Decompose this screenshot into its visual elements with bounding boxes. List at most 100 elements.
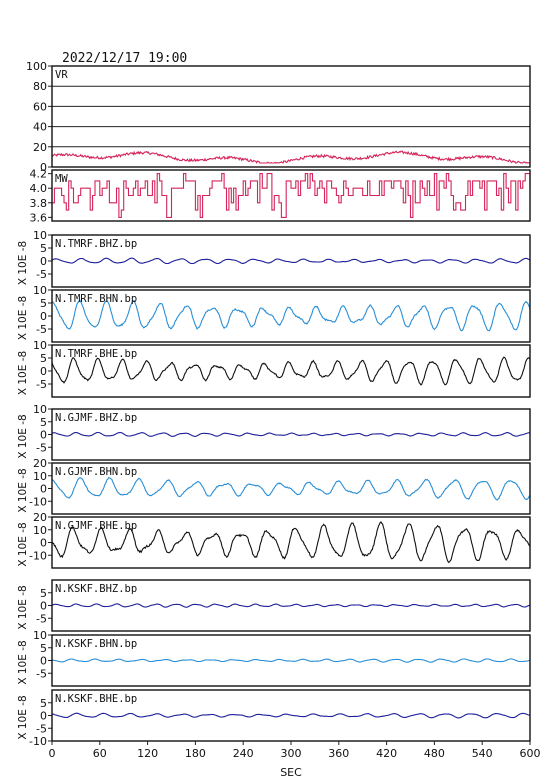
- y-tick-label: 5: [40, 642, 47, 655]
- y-tick-label: 0: [40, 161, 47, 174]
- y-tick-label: -10: [29, 549, 47, 562]
- x-tick-label: 600: [520, 747, 541, 760]
- panel-frame: [51, 234, 531, 288]
- y-tick-label: 10: [33, 339, 47, 352]
- y-tick-label: 80: [33, 80, 47, 93]
- y-tick-label: 0: [40, 655, 47, 668]
- panel-frame: [51, 579, 531, 632]
- panel-frame: [51, 344, 531, 398]
- y-tick-label: 5: [40, 297, 47, 310]
- y-tick-label: 10: [33, 524, 47, 537]
- panel-8: -505 N.KSKF.BHZ.bp X 10E -8: [17, 579, 531, 632]
- y-tick-label: 3.8: [30, 197, 48, 210]
- y-tick-label: -10: [29, 495, 47, 508]
- y-tick-label: -5: [36, 323, 47, 336]
- y-tick-label: -5: [36, 612, 47, 625]
- panel-frame: [51, 65, 531, 168]
- y-tick-label: 10: [33, 403, 47, 416]
- panel-10: -10-505 N.KSKF.BHE.bp X 10E -8: [17, 689, 531, 748]
- x-tick-label: 0: [49, 747, 56, 760]
- series-line: [51, 431, 530, 437]
- y-tick-label: -5: [36, 667, 47, 680]
- y-tick-label: 0: [40, 600, 47, 613]
- panel-label: VR: [55, 69, 68, 81]
- series-line: [51, 150, 531, 164]
- y-tick-label: -10: [29, 735, 47, 748]
- y-tick-label: 0: [40, 365, 47, 378]
- panel-frame: [51, 516, 531, 569]
- y-tick-label: 10: [33, 229, 47, 242]
- y-tick-label: 3.6: [30, 211, 48, 224]
- y-tick-label: 10: [33, 470, 47, 483]
- y-axis-unit-label: X 10E -8: [17, 296, 29, 340]
- y-axis-unit-label: X 10E -8: [17, 241, 29, 285]
- x-tick-label: 360: [328, 747, 349, 760]
- panel-frame: [51, 408, 531, 461]
- x-tick-label: 60: [93, 747, 107, 760]
- panel-frame: [51, 462, 531, 515]
- series-line: [51, 658, 531, 663]
- y-tick-label: 4.2: [30, 168, 48, 181]
- panel-label: N.GJMF.BHE.bp: [55, 520, 137, 532]
- y-tick-label: 5: [40, 352, 47, 365]
- panel-label: N.TMRF.BHN.bp: [55, 293, 137, 305]
- x-tick-label: 300: [281, 747, 302, 760]
- y-tick-label: 0: [40, 537, 47, 550]
- y-tick-label: -5: [36, 722, 47, 735]
- panel-frame: [51, 634, 531, 687]
- x-tick-label: 120: [137, 747, 158, 760]
- y-tick-label: 5: [40, 242, 47, 255]
- y-tick-label: 5: [40, 697, 47, 710]
- panel-label: N.GJMF.BHN.bp: [55, 466, 137, 478]
- y-tick-label: 20: [33, 141, 47, 154]
- series-line: [51, 257, 531, 265]
- y-tick-label: 20: [33, 511, 47, 524]
- x-axis: 0 60 120 180 240 300 360 420 480 540 600: [49, 741, 541, 760]
- series-line: [51, 356, 531, 386]
- y-tick-label: 100: [26, 60, 47, 73]
- y-tick-label: 0: [40, 710, 47, 723]
- y-axis-unit-label: X 10E -8: [17, 414, 29, 458]
- panel-frame: [51, 289, 531, 343]
- panel-label: N.TMRF.BHE.bp: [55, 348, 137, 360]
- series-line: [51, 521, 531, 564]
- panel-1: 3.63.8 4.04.2 MW: [30, 168, 531, 224]
- y-tick-label: 4.0: [30, 182, 48, 195]
- panel-label: N.GJMF.BHZ.bp: [55, 412, 137, 424]
- series-line: [51, 603, 531, 608]
- y-tick-label: 40: [33, 121, 47, 134]
- y-tick-label: 10: [33, 629, 47, 642]
- panel-0: 0 20 40 60 80 100 VR: [26, 60, 531, 174]
- y-tick-label: 5: [40, 587, 47, 600]
- y-axis-unit-label: X 10E -8: [17, 468, 29, 512]
- y-axis-unit-label: X 10E -8: [17, 522, 29, 566]
- y-axis-unit-label: X 10E -8: [17, 695, 29, 739]
- panel-label: N.KSKF.BHE.bp: [55, 693, 137, 705]
- x-tick-label: 240: [233, 747, 254, 760]
- y-axis-unit-label: X 10E -8: [17, 640, 29, 684]
- y-tick-label: 0: [40, 429, 47, 442]
- y-tick-label: -5: [36, 441, 47, 454]
- y-tick-label: 10: [33, 284, 47, 297]
- series-line: [51, 712, 531, 719]
- y-tick-label: 0: [40, 310, 47, 323]
- y-tick-label: -5: [36, 268, 47, 281]
- y-axis-unit-label: X 10E -8: [17, 351, 29, 395]
- y-tick-label: 20: [33, 457, 47, 470]
- x-tick-label: 480: [424, 747, 445, 760]
- x-axis-label: SEC: [280, 766, 302, 779]
- x-tick-label: 540: [472, 747, 493, 760]
- panel-label: N.KSKF.BHN.bp: [55, 638, 137, 650]
- series-line: [51, 299, 531, 332]
- series-line: [52, 173, 531, 218]
- y-tick-label: 0: [40, 483, 47, 496]
- panel-label: N.KSKF.BHZ.bp: [55, 583, 137, 595]
